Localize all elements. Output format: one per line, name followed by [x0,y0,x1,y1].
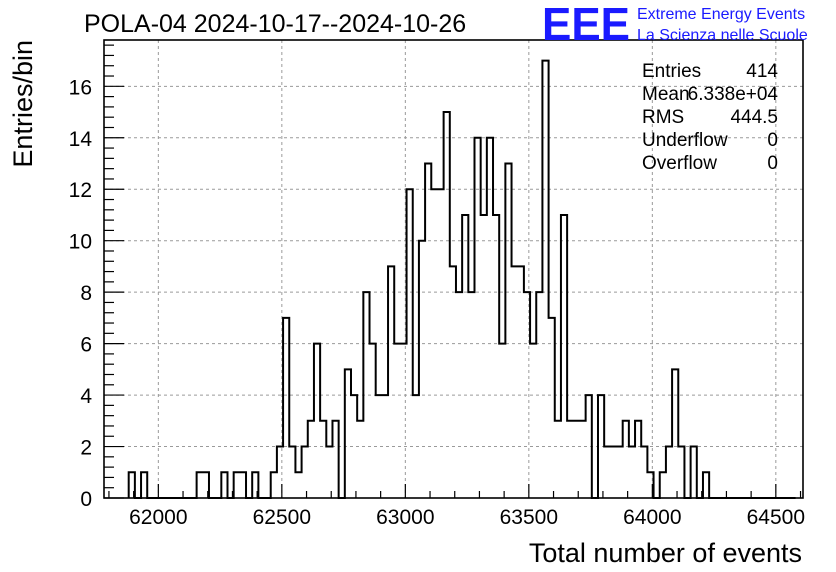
histogram-bin [567,421,573,498]
histogram-bin [394,344,400,498]
histogram-bin [604,447,610,498]
histogram-bin [357,421,363,498]
logo-mark: EEE [542,0,630,50]
histogram-bin [579,421,585,498]
logo-line1: Extreme Energy Events [637,6,805,23]
histogram-bin [530,344,536,498]
x-tick-label: 62000 [129,506,187,529]
stats-value-underflow: 0 [767,130,778,151]
y-tick-label: 14 [69,128,93,151]
histogram-bin [295,472,301,498]
histogram-step-line [127,59,796,499]
plot-frame [103,39,804,499]
x-tick-label: 63000 [376,506,434,529]
x-tick-label: 62500 [253,506,311,529]
x-tick-label: 64000 [623,506,681,529]
histogram-bin [617,447,623,498]
y-tick-label: 8 [80,282,92,305]
y-tick-label: 16 [69,76,92,99]
y-tick-label: 6 [80,334,92,357]
stats-box: Entries 414 Mean 6.338e+04 RMS 444.5 Und… [642,61,778,174]
stats-label-rms: RMS [642,107,684,128]
histogram-bin [573,421,579,498]
y-axis-label: Entries/bin [8,40,38,168]
stats-label-overflow: Overflow [642,153,717,174]
x-tick-label: 64500 [747,506,805,529]
stats-value-mean: 6.338e+04 [688,84,779,105]
histogram-bin [610,447,616,498]
logo-line2: La Scienza nelle Scuole [637,27,808,44]
histogram-bin [518,266,524,498]
grid-lines [104,40,803,498]
stats-value-overflow: 0 [767,153,778,174]
y-tick-label: 0 [80,488,92,511]
y-tick-label: 2 [80,437,92,460]
histogram-bin [512,266,518,498]
stats-value-entries: 414 [746,61,778,82]
y-tick-label: 12 [69,179,92,202]
stats-label-mean: Mean [642,84,690,105]
histogram-bin [555,421,561,498]
histogram-bin [326,447,332,498]
stats-label-underflow: Underflow [642,130,728,151]
histogram-bin [499,344,505,498]
y-tick-label: 10 [69,231,92,254]
histogram-bin [629,447,635,498]
histogram-bin [450,266,456,498]
x-tick-label: 63500 [500,506,558,529]
stats-label-entries: Entries [642,61,701,82]
y-tick-label: 4 [80,385,92,408]
stats-value-rms: 444.5 [730,107,778,128]
axis-ticks: 62000 62500 63000 63500 64000 64500 0 2 4 6 8 10 12 1… [69,44,805,529]
histogram-bin [481,215,487,498]
x-axis-label: Total number of events [529,538,802,568]
eee-logo: EEE Extreme Energy Events La Scienza nel… [542,0,808,50]
chart-title: POLA-04 2024-10-17--2024-10-26 [84,10,466,38]
